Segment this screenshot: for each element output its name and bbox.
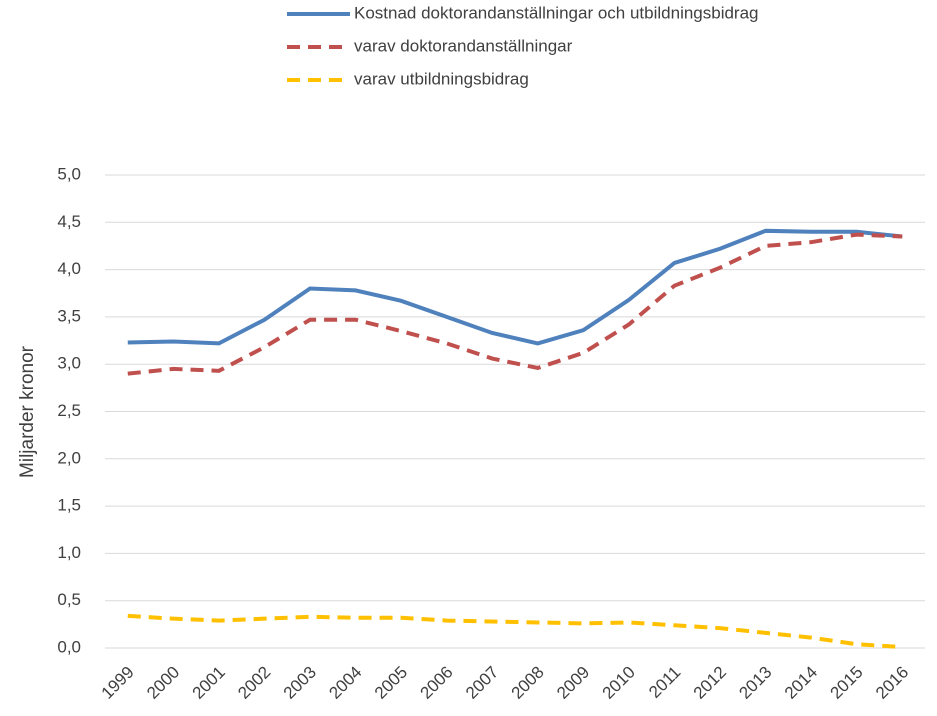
y-tick-label: 2,0 (57, 448, 81, 467)
x-tick-label: 2004 (325, 663, 365, 703)
x-tick-label: 2002 (234, 663, 274, 703)
y-tick-label: 4,5 (57, 212, 81, 231)
legend-label: Kostnad doktorandanställningar och utbil… (354, 3, 759, 22)
x-tick-label: 2012 (690, 663, 730, 703)
y-axis-label: Miljarder kronor (17, 345, 38, 478)
x-tick-label: 2003 (280, 663, 320, 703)
y-tick-label: 0,0 (57, 637, 81, 656)
y-tick-label: 1,5 (57, 496, 81, 515)
x-tick-label: 2000 (143, 663, 183, 703)
y-tick-label: 3,0 (57, 354, 81, 373)
x-tick-label: 2009 (553, 663, 593, 703)
series-line (127, 613, 903, 650)
x-tick-label: 2006 (416, 663, 456, 703)
y-tick-label: 4,0 (57, 259, 81, 278)
legend-label: varav doktorandanställningar (354, 36, 573, 55)
y-tick-label: 5,0 (57, 164, 81, 183)
y-tick-label: 1,0 (57, 543, 81, 562)
series-line (127, 228, 903, 346)
x-tick-label: 2016 (872, 663, 912, 703)
x-tick-label: 2008 (508, 663, 548, 703)
series-line (127, 232, 903, 376)
y-tick-label: 2,5 (57, 401, 81, 420)
x-tick-label: 1999 (98, 663, 138, 703)
x-tick-label: 2005 (371, 663, 411, 703)
x-tick-label: 2015 (826, 663, 866, 703)
x-tick-label: 2013 (735, 663, 775, 703)
y-tick-label: 3,5 (57, 306, 81, 325)
x-tick-label: 2007 (462, 663, 502, 703)
legend-label: varav utbildningsbidrag (354, 69, 529, 88)
x-tick-label: 2014 (781, 663, 821, 703)
x-tick-label: 2011 (645, 663, 684, 702)
y-tick-label: 0,5 (57, 590, 81, 609)
x-tick-label: 2001 (189, 663, 229, 703)
x-tick-label: 2010 (599, 663, 639, 703)
